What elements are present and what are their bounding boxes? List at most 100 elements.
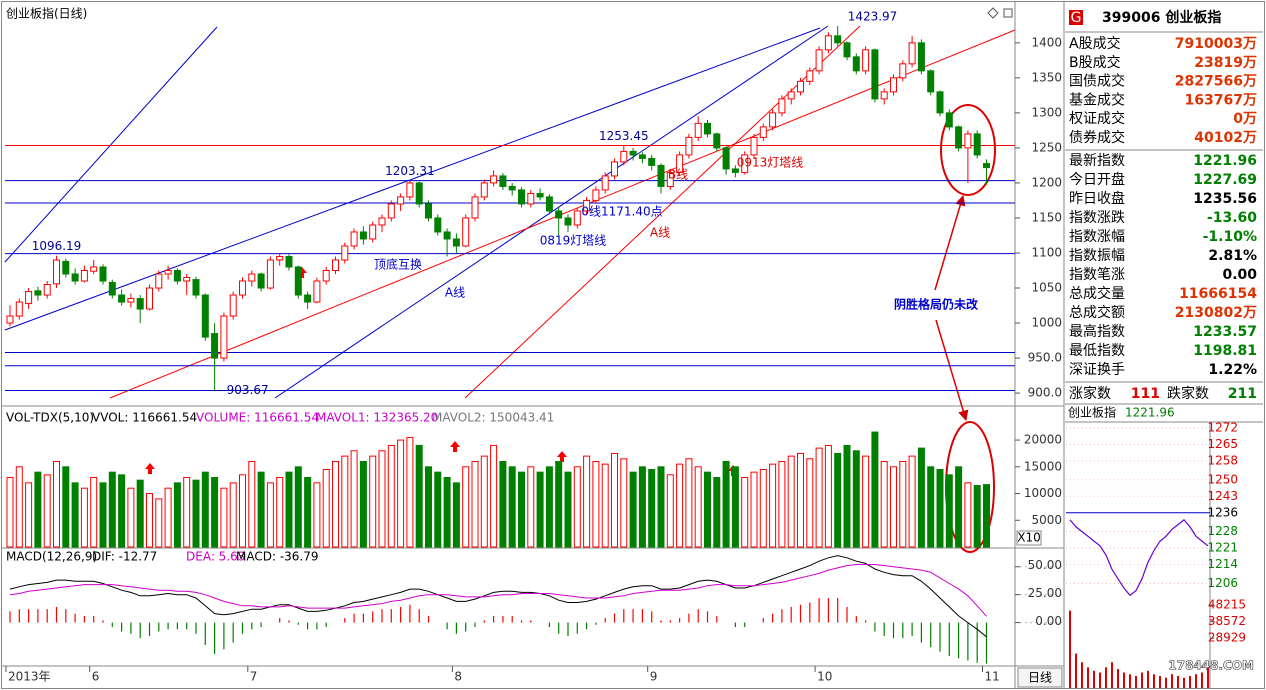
mini-title: 创业板指 <box>1068 405 1116 420</box>
volume-bar <box>722 460 730 548</box>
volume-bar <box>34 471 42 548</box>
volume-bar <box>573 466 581 548</box>
volume-bar <box>741 477 749 548</box>
candle-body <box>518 189 525 205</box>
extreme-label: 1253.45 <box>599 129 649 143</box>
volume-bar <box>629 471 637 548</box>
candle-body <box>285 255 293 268</box>
x-tick-label: 11 <box>985 670 1000 684</box>
candle-body <box>983 163 990 169</box>
candle-body <box>611 161 618 177</box>
candle-body <box>704 122 711 135</box>
y-tick-label: 1300 <box>1031 105 1062 119</box>
candle-body <box>406 182 414 198</box>
volume-bar <box>518 471 525 548</box>
candle-body <box>462 217 470 247</box>
period-button[interactable] <box>1017 667 1063 688</box>
annotation: 0线1171.40点 <box>581 205 662 219</box>
y-tick-label: 25.00 <box>1028 586 1062 600</box>
candle-body <box>239 280 246 296</box>
candle-body <box>490 175 498 184</box>
candle-body <box>257 273 265 289</box>
volume-bar <box>545 466 553 548</box>
x-tick-label: 8 <box>454 670 462 684</box>
volume-bar <box>462 466 470 548</box>
volume-bar <box>778 460 786 548</box>
candle-body <box>806 70 814 82</box>
candle-body <box>536 192 544 198</box>
candle-body <box>25 291 33 304</box>
volume-bar <box>425 466 432 548</box>
candle-body <box>136 298 144 310</box>
volume-bar <box>871 431 879 548</box>
macd-line <box>9 555 987 638</box>
annotation: 顶底互换 <box>374 257 422 272</box>
volume-bar <box>973 485 981 548</box>
candle-body <box>545 196 553 212</box>
candle-body <box>824 35 832 51</box>
annotation: B线 <box>668 168 688 182</box>
volume-bar <box>676 463 684 548</box>
candle-body <box>80 269 88 282</box>
y-tick-label: 50.00 <box>1028 558 1062 572</box>
candle-body <box>397 196 405 205</box>
volume-bar <box>155 498 163 548</box>
y-tick-label: 1272 <box>1207 420 1238 434</box>
info-value: 2.81% <box>1208 248 1257 264</box>
v-tick-label: 48215 <box>1208 598 1246 612</box>
volume-bar <box>834 452 842 548</box>
y-tick-label: 1150 <box>1031 210 1062 224</box>
extreme-label: 1423.97 <box>848 10 898 24</box>
candle-body <box>638 154 646 159</box>
info-value: 0.00 <box>1222 267 1257 283</box>
volume-bar <box>183 477 191 548</box>
y-tick-label: 1243 <box>1207 489 1238 503</box>
volume-bar <box>499 460 507 548</box>
candle-body <box>369 224 377 240</box>
x-tick-label: 6 <box>92 670 100 684</box>
volume-bar <box>369 455 377 548</box>
info-label: 指数涨幅 <box>1069 229 1125 245</box>
y-tick-label: 1000 <box>1031 316 1062 330</box>
candle-body <box>248 273 256 282</box>
candle-body <box>99 266 107 282</box>
info-value: 163767万 <box>1185 92 1257 108</box>
volume-bar <box>350 450 358 548</box>
volume-bar <box>890 466 897 548</box>
candle-body <box>620 150 628 163</box>
volume-bar <box>601 463 609 548</box>
candle-body <box>666 171 674 187</box>
info-label: 国债成交 <box>1069 73 1125 90</box>
candle-body <box>917 42 925 72</box>
candle-body <box>769 112 777 128</box>
volume-bar <box>285 471 293 548</box>
candle-body <box>201 294 209 338</box>
annotation: A线 <box>445 286 465 300</box>
volume-bar <box>713 477 721 548</box>
volume-bar <box>266 482 274 548</box>
volume-bar <box>880 460 888 548</box>
candle-body <box>387 203 395 219</box>
macd-line <box>9 564 987 617</box>
candle-body <box>573 210 581 226</box>
info-value: 1198.81 <box>1193 343 1257 359</box>
volume-bar <box>108 471 116 548</box>
period-button-label[interactable]: 日线 <box>1028 671 1052 685</box>
window-icons[interactable] <box>987 7 1013 19</box>
extreme-label: 1203.31 <box>385 164 435 178</box>
candle-body <box>471 196 479 219</box>
volume-bar <box>583 455 591 548</box>
candle-body <box>508 185 516 191</box>
candle-body <box>527 192 535 205</box>
volume-bar <box>90 477 98 548</box>
y-tick-label: 1250 <box>1207 472 1238 486</box>
volume-bar <box>53 460 60 548</box>
info-value: 1235.56 <box>1193 191 1257 207</box>
volume-bar <box>164 487 172 548</box>
candle-body <box>862 49 870 72</box>
info-label: 最新指数 <box>1069 153 1125 169</box>
y-tick-label: 1214 <box>1207 557 1238 571</box>
legend-text: VOL-TDX(5,10) <box>6 411 94 425</box>
volume-bar <box>731 466 739 548</box>
candle-body <box>955 126 963 149</box>
